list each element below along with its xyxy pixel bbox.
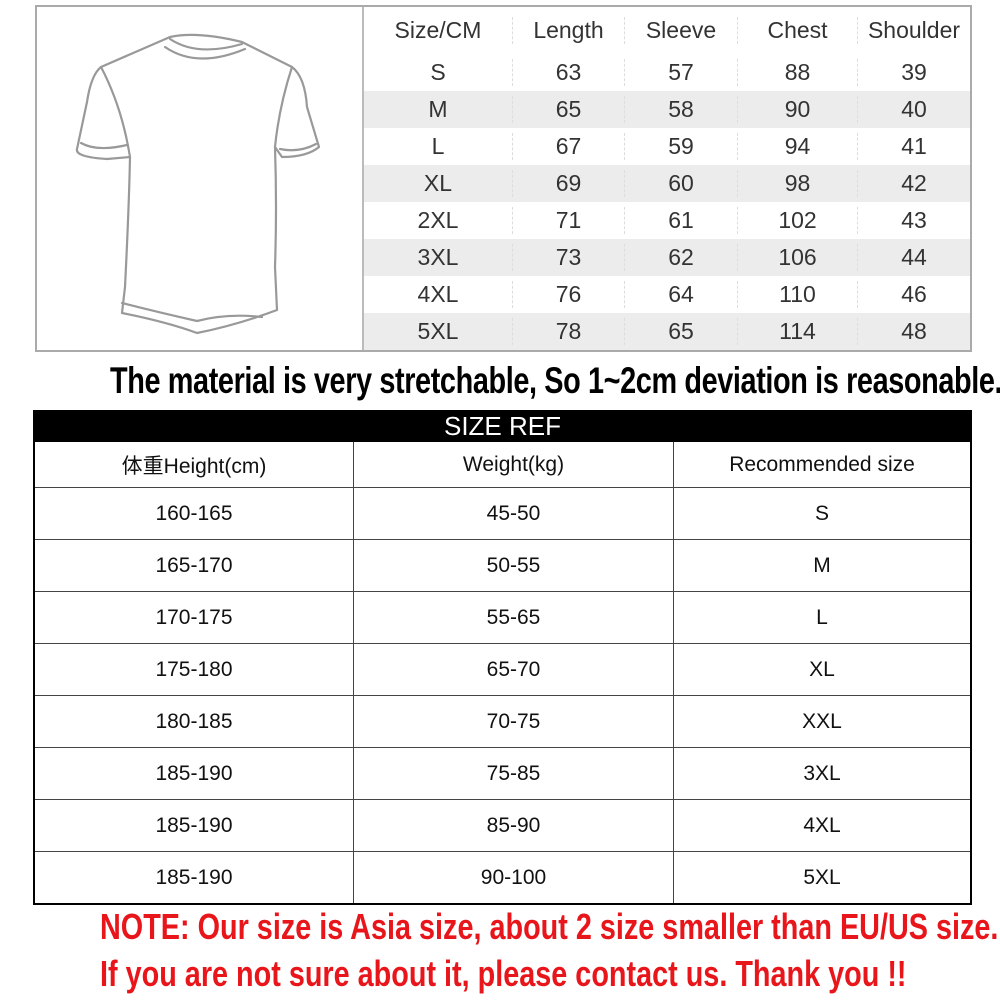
table-cell: 63 [512,59,624,86]
table-row: 4XL 76 64 110 46 [364,276,970,313]
note-asia-size: NOTE: Our size is Asia size, about 2 siz… [100,906,999,947]
table-cell: 55-65 [354,592,674,643]
table-cell: 60 [624,170,737,197]
table-cell: 50-55 [354,540,674,591]
table-cell: 46 [857,281,970,308]
table-cell: 42 [857,170,970,197]
table-cell: 110 [737,281,857,308]
table-cell: 43 [857,207,970,234]
header-cell: 体重Height(cm) [35,442,354,487]
measurement-table: Size/CM Length Sleeve Chest Shoulder S 63… [364,7,970,350]
table-cell: 45-50 [354,488,674,539]
measurement-header-row: Size/CM Length Sleeve Chest Shoulder [364,7,970,54]
table-row: 175-180 65-70 XL [35,643,970,695]
table-cell: 58 [624,96,737,123]
table-cell: M [428,96,448,122]
table-row: 185-190 85-90 4XL [35,799,970,851]
table-cell: 48 [857,318,970,345]
table-cell: 71 [512,207,624,234]
header-cell: Length [512,17,624,44]
table-row: 3XL 73 62 106 44 [364,239,970,276]
table-cell: 3XL [417,244,459,270]
table-row: 160-165 45-50 S [35,487,970,539]
table-cell: L [431,133,445,159]
table-cell: XL [809,657,835,681]
table-cell: 2XL [417,207,459,233]
table-cell: 114 [737,318,857,345]
table-row: M 65 58 90 40 [364,91,970,128]
table-cell: XXL [802,709,842,733]
table-cell: 65 [512,96,624,123]
table-cell: 106 [737,244,857,271]
table-cell: 4XL [417,281,459,307]
size-ref-header-row: 体重Height(cm) Weight(kg) Recommended size [35,442,970,487]
table-cell: 78 [512,318,624,345]
table-row: XL 69 60 98 42 [364,165,970,202]
table-cell: S [430,59,446,85]
table-cell: 102 [737,207,857,234]
table-row: 165-170 50-55 M [35,539,970,591]
table-cell: 73 [512,244,624,271]
table-cell: 62 [624,244,737,271]
table-cell: 70-75 [354,696,674,747]
tshirt-icon [75,33,321,335]
table-cell: 65 [624,318,737,345]
table-cell: S [814,501,829,525]
table-cell: 76 [512,281,624,308]
table-row: 180-185 70-75 XXL [35,695,970,747]
table-cell: M [813,553,831,577]
table-cell: 180-185 [35,696,354,747]
table-cell: 65-70 [354,644,674,695]
table-row: 2XL 71 61 102 43 [364,202,970,239]
header-cell: Chest [737,17,857,44]
measurement-chart: Size/CM Length Sleeve Chest Shoulder S 63… [35,5,972,352]
header-cell: Recommended size [729,452,915,476]
note-contact: If you are not sure about it, please con… [100,953,907,994]
header-cell: Weight(kg) [354,442,674,487]
table-cell: 69 [512,170,624,197]
table-cell: 61 [624,207,737,234]
table-cell: 3XL [803,761,841,785]
table-cell: 165-170 [35,540,354,591]
header-cell: Shoulder [857,17,970,44]
table-cell: 90 [737,96,857,123]
table-row: 185-190 75-85 3XL [35,747,970,799]
table-row: 170-175 55-65 L [35,591,970,643]
table-cell: 175-180 [35,644,354,695]
table-cell: 75-85 [354,748,674,799]
table-cell: 90-100 [354,852,674,903]
table-cell: 170-175 [35,592,354,643]
table-row: 185-190 90-100 5XL [35,851,970,903]
table-cell: 85-90 [354,800,674,851]
table-row: S 63 57 88 39 [364,54,970,91]
table-row: 5XL 78 65 114 48 [364,313,970,350]
table-cell: 94 [737,133,857,160]
table-cell: 57 [624,59,737,86]
table-cell: 64 [624,281,737,308]
table-cell: XL [423,170,453,196]
table-row: L 67 59 94 41 [364,128,970,165]
header-cell: Sleeve [624,17,737,44]
table-cell: 185-190 [35,800,354,851]
stretch-notice: The material is very stretchable, So 1~2… [110,360,1000,401]
table-cell: 4XL [803,813,841,837]
table-cell: 185-190 [35,748,354,799]
table-cell: 88 [737,59,857,86]
size-ref-table: SIZE REF 体重Height(cm) Weight(kg) Recomme… [33,410,972,905]
header-cell: Size/CM [394,17,482,43]
table-cell: 39 [857,59,970,86]
table-cell: 44 [857,244,970,271]
table-cell: 67 [512,133,624,160]
table-cell: 5XL [417,318,459,344]
table-cell: 40 [857,96,970,123]
table-cell: L [816,605,828,629]
tshirt-illustration [37,7,364,350]
table-cell: 41 [857,133,970,160]
table-cell: 185-190 [35,852,354,903]
table-cell: 5XL [803,865,841,889]
table-cell: 98 [737,170,857,197]
table-cell: 59 [624,133,737,160]
table-cell: 160-165 [35,488,354,539]
size-ref-title: SIZE REF [35,410,970,442]
